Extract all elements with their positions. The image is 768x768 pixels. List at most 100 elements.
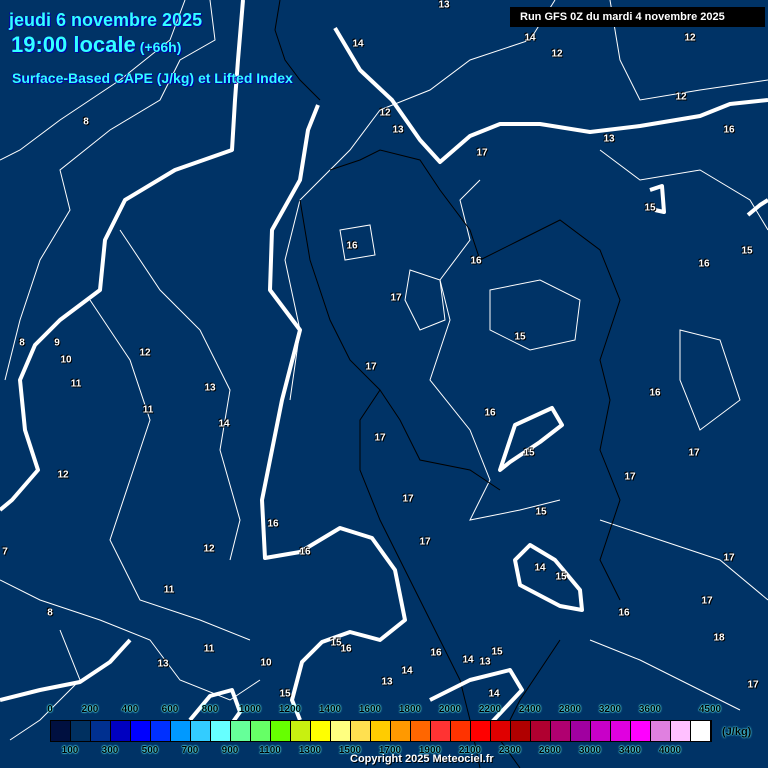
local-time: 19:00 locale bbox=[11, 32, 136, 57]
contour-label: 15 bbox=[330, 637, 342, 649]
contour-label: 8 bbox=[83, 116, 89, 128]
contour-label: 13 bbox=[204, 382, 216, 394]
legend-tick-bottom: 100 bbox=[61, 745, 79, 756]
legend-swatch bbox=[351, 721, 371, 741]
contour-label: 12 bbox=[551, 48, 563, 60]
contour-label: 16 bbox=[698, 258, 710, 270]
contour-label: 13 bbox=[603, 133, 615, 145]
contour-label: 17 bbox=[365, 361, 377, 373]
contour-label: 16 bbox=[267, 518, 279, 530]
contour-label: 13 bbox=[157, 658, 169, 670]
contour-label: 17 bbox=[402, 493, 414, 505]
legend-swatch bbox=[511, 721, 531, 741]
contour-label: 11 bbox=[70, 378, 82, 390]
contour-label: 15 bbox=[279, 688, 291, 700]
contour-label: 15 bbox=[535, 506, 547, 518]
contour-label: 13 bbox=[392, 124, 404, 136]
legend-tick-top: 2000 bbox=[438, 704, 462, 715]
legend-tick-top: 1800 bbox=[398, 704, 422, 715]
legend-tick-top: 0 bbox=[47, 704, 53, 715]
legend-swatch bbox=[171, 721, 191, 741]
contour-label: 16 bbox=[299, 546, 311, 558]
contour-label: 16 bbox=[470, 255, 482, 267]
contour-label: 16 bbox=[346, 240, 358, 252]
legend-swatch bbox=[291, 721, 311, 741]
contour-label: 13 bbox=[479, 656, 491, 668]
legend-tick-bottom: 1900 bbox=[418, 745, 442, 756]
legend-tick-top: 3200 bbox=[598, 704, 622, 715]
legend-swatch bbox=[491, 721, 511, 741]
contour-label: 12 bbox=[675, 91, 687, 103]
legend-swatch bbox=[271, 721, 291, 741]
legend-tick-top: 1000 bbox=[238, 704, 262, 715]
contour-label: 16 bbox=[484, 407, 496, 419]
contour-label: 11 bbox=[203, 643, 215, 655]
contour-label: 18 bbox=[713, 632, 725, 644]
contour-label: 8 bbox=[47, 607, 53, 619]
contour-label: 15 bbox=[491, 646, 503, 658]
legend-tick-top: 2200 bbox=[478, 704, 502, 715]
legend-swatch bbox=[431, 721, 451, 741]
contour-label: 14 bbox=[524, 32, 536, 44]
contour-label: 17 bbox=[390, 292, 402, 304]
legend-tick-bottom: 300 bbox=[101, 745, 119, 756]
legend-tick-bottom: 1100 bbox=[259, 745, 281, 756]
contour-label: 15 bbox=[644, 202, 656, 214]
legend-unit: (J/kg) bbox=[722, 726, 752, 738]
copyright: Copyright 2025 Meteociel.fr bbox=[350, 753, 494, 765]
legend-tick-top: 4500 bbox=[698, 704, 722, 715]
legend-swatch bbox=[671, 721, 691, 741]
contour-label: 14 bbox=[218, 418, 230, 430]
forecast-time: 19:00 locale (+66h) bbox=[11, 32, 181, 58]
contour-label: 14 bbox=[462, 654, 474, 666]
legend-swatch bbox=[311, 721, 331, 741]
legend-swatch bbox=[451, 721, 471, 741]
legend-swatch bbox=[391, 721, 411, 741]
contour-label: 17 bbox=[374, 432, 386, 444]
legend-tick-bottom: 2100 bbox=[458, 745, 482, 756]
legend-swatch bbox=[531, 721, 551, 741]
contour-label: 14 bbox=[352, 38, 364, 50]
legend-tick-bottom: 3400 bbox=[618, 745, 642, 756]
contour-label: 16 bbox=[430, 647, 442, 659]
legend-tick-top: 1400 bbox=[318, 704, 342, 715]
contour-label: 13 bbox=[438, 0, 450, 11]
contour-label: 15 bbox=[523, 447, 535, 459]
contour-label: 14 bbox=[401, 665, 413, 677]
contour-label: 16 bbox=[618, 607, 630, 619]
contour-label: 10 bbox=[260, 657, 272, 669]
legend-swatch bbox=[211, 721, 231, 741]
contour-label: 13 bbox=[381, 676, 393, 688]
contour-label: 17 bbox=[701, 595, 713, 607]
legend-tick-top: 1200 bbox=[278, 704, 302, 715]
li-thin-contours bbox=[0, 0, 768, 741]
legend-swatch bbox=[51, 721, 71, 741]
parameter-title: Surface-Based CAPE (J/kg) et Lifted Inde… bbox=[12, 70, 293, 86]
legend-swatch bbox=[651, 721, 671, 741]
legend-swatch bbox=[151, 721, 171, 741]
contour-label: 17 bbox=[624, 471, 636, 483]
legend-tick-bottom: 500 bbox=[141, 745, 159, 756]
contour-label: 12 bbox=[57, 469, 69, 481]
contour-label: 17 bbox=[419, 536, 431, 548]
legend-swatch bbox=[71, 721, 91, 741]
legend-swatch bbox=[131, 721, 151, 741]
contour-label: 15 bbox=[741, 245, 753, 257]
legend-tick-top: 2400 bbox=[518, 704, 542, 715]
contour-label: 17 bbox=[747, 679, 759, 691]
legend-tick-bottom: 900 bbox=[221, 745, 239, 756]
legend-tick-bottom: 3000 bbox=[578, 745, 602, 756]
legend-tick-bottom: 1300 bbox=[298, 745, 322, 756]
contour-label: 16 bbox=[723, 124, 735, 136]
legend-tick-bottom: 1700 bbox=[378, 745, 402, 756]
legend-swatch bbox=[251, 721, 271, 741]
legend-tick-bottom: 1500 bbox=[338, 745, 362, 756]
contour-label: 12 bbox=[203, 543, 215, 555]
contour-label: 11 bbox=[142, 404, 154, 416]
legend-tick-top: 2800 bbox=[558, 704, 582, 715]
contour-label: 9 bbox=[54, 337, 60, 349]
cape-color-legend bbox=[50, 720, 712, 742]
contour-label: 17 bbox=[688, 447, 700, 459]
contour-label: 16 bbox=[649, 387, 661, 399]
